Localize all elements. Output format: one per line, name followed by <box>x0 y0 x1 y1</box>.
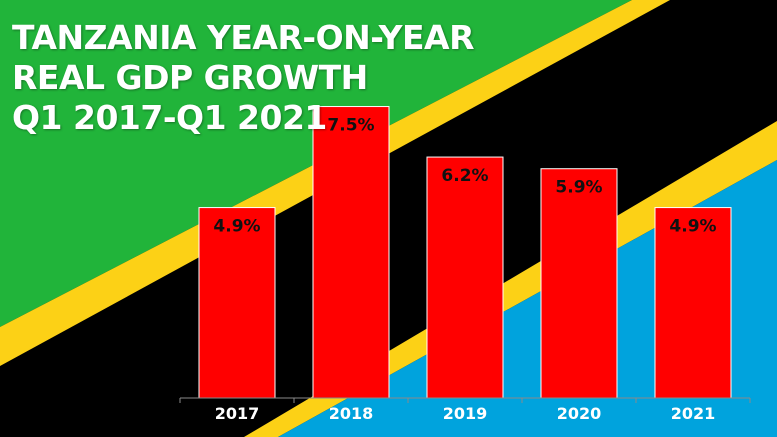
title-line-1: TANZANIA YEAR-ON-YEAR <box>12 18 475 57</box>
data-label-2018: 7.5% <box>327 116 374 136</box>
title-line-2: REAL GDP GROWTH <box>12 58 368 97</box>
data-label-2017: 4.9% <box>213 217 260 237</box>
bar-2017 <box>198 207 276 399</box>
x-axis-ticks-group <box>179 398 751 403</box>
bar-2019 <box>426 156 504 399</box>
bars-group <box>198 106 732 399</box>
data-label-2020: 5.9% <box>555 178 602 198</box>
data-label-2021: 4.9% <box>669 217 716 237</box>
x-tick-label-2018: 2018 <box>329 404 374 423</box>
title-line-3: Q1 2017-Q1 2021 <box>12 98 327 137</box>
x-tick-label-2020: 2020 <box>557 404 602 423</box>
flag-blue-field <box>278 160 777 437</box>
bar-2018 <box>312 106 390 399</box>
x-tick-label-2017: 2017 <box>215 404 260 423</box>
bar-2021 <box>654 207 732 399</box>
data-labels-group: 4.9% 7.5% 6.2% 5.9% 4.9% <box>213 116 716 237</box>
data-label-2019: 6.2% <box>441 166 488 186</box>
x-axis-tick-labels-group: 2017 2018 2019 2020 2021 <box>215 404 716 423</box>
x-tick-label-2019: 2019 <box>443 404 488 423</box>
page-title: TANZANIA YEAR-ON-YEAR REAL GDP GROWTH Q1… <box>12 18 475 138</box>
bar-2020 <box>540 168 618 399</box>
x-tick-label-2021: 2021 <box>671 404 716 423</box>
